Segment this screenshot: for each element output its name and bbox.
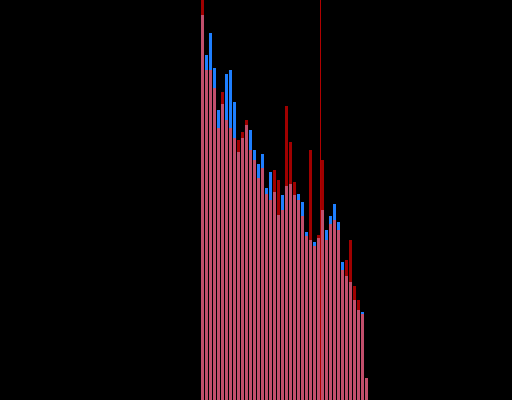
bar-overlap [313, 246, 316, 400]
bar-overlap [265, 194, 268, 400]
bar-overlap [293, 195, 296, 400]
bar-overlap [357, 310, 360, 400]
bars [201, 0, 368, 400]
bar-overlap [321, 210, 324, 400]
bar-overlap [341, 270, 344, 400]
bar-overlap [285, 186, 288, 400]
bar-overlap [337, 230, 340, 400]
bar-overlap [365, 378, 368, 400]
bar-overlap [305, 236, 308, 400]
bar-overlap [349, 282, 352, 400]
bar-overlap [333, 220, 336, 400]
bar-overlap [361, 314, 364, 400]
bar-overlap [241, 138, 244, 400]
bar-overlap [253, 160, 256, 400]
bar-overlap [289, 184, 292, 400]
bar-overlap [225, 120, 228, 400]
bar-overlap [301, 216, 304, 400]
bar-overlap [353, 300, 356, 400]
bar-overlap [237, 152, 240, 400]
bar-overlap [317, 238, 320, 400]
bar-overlap [221, 104, 224, 400]
bar-overlap [277, 215, 280, 400]
bar-overlap [229, 128, 232, 400]
bar-overlap [213, 88, 216, 400]
bar-overlap [249, 150, 252, 400]
bar-overlap [245, 125, 248, 400]
bar-overlap [297, 200, 300, 400]
bar-overlap [329, 224, 332, 400]
bar-overlap [201, 15, 204, 400]
bar-overlap [281, 210, 284, 400]
bar-overlap [345, 276, 348, 400]
bar-overlap [273, 192, 276, 400]
bar-overlap [205, 70, 208, 400]
bar-overlap [217, 128, 220, 400]
bar-overlap [233, 138, 236, 400]
bar-overlap [269, 200, 272, 400]
bar-overlap [325, 240, 328, 400]
bar-overlap [257, 178, 260, 400]
bar-overlap [261, 168, 264, 400]
bar-overlap [309, 240, 312, 400]
bar-overlap [209, 70, 212, 400]
